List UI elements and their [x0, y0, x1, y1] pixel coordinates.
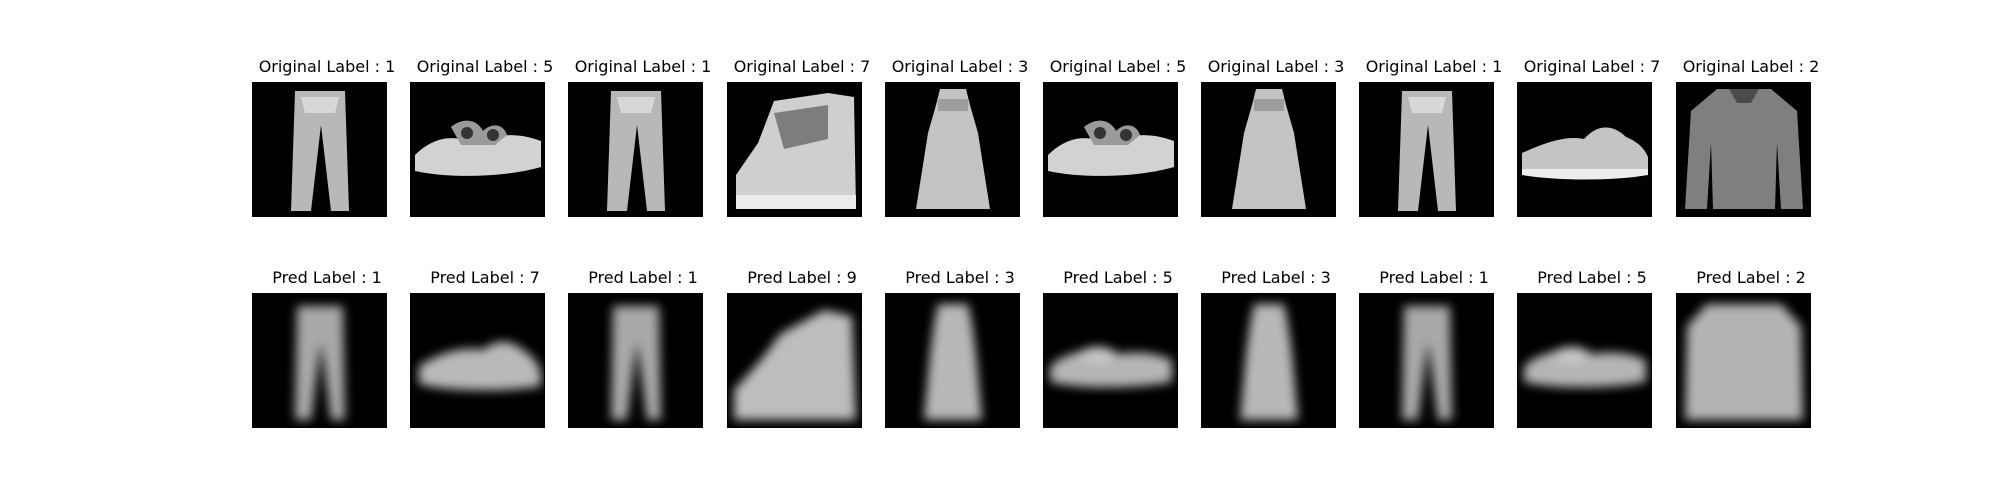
- original-label-prefix: Original Label :: [574, 57, 702, 76]
- dress-icon: [885, 82, 1020, 217]
- pred-label-prefix: Pred Label :: [1696, 268, 1796, 287]
- trouser-icon: [1359, 82, 1494, 217]
- dress-icon: [1201, 82, 1336, 217]
- pred-label-title: Pred Label : 1: [556, 268, 730, 288]
- pred-label-prefix: Pred Label :: [905, 268, 1005, 287]
- pred-label-value: 7: [529, 268, 540, 287]
- original-label-title: Original Label : 7: [715, 57, 889, 77]
- original-label-title: Original Label : 2: [1664, 57, 1838, 77]
- original-label-title: Original Label : 1: [240, 57, 414, 77]
- original-label-prefix: Original Label :: [733, 57, 861, 76]
- original-label-title: Original Label : 7: [1505, 57, 1679, 77]
- sandal-icon: [410, 82, 545, 217]
- pullover-icon: [1676, 82, 1811, 217]
- trouser-icon: [252, 82, 387, 217]
- original-label-value: 1: [385, 57, 396, 76]
- pred-label-value: 1: [371, 268, 382, 287]
- pred-label-value: 5: [1636, 268, 1647, 287]
- dress-icon: [1201, 293, 1336, 428]
- original-label-title: Original Label : 1: [1347, 57, 1521, 77]
- trouser-icon: [1359, 293, 1494, 428]
- pred-label-prefix: Pred Label :: [1537, 268, 1637, 287]
- original-label-value: 1: [701, 57, 712, 76]
- original-label-prefix: Original Label :: [891, 57, 1019, 76]
- sneaker-icon: [1517, 82, 1652, 217]
- dress-icon: [885, 293, 1020, 428]
- original-label-value: 7: [1650, 57, 1661, 76]
- pred-label-prefix: Pred Label :: [747, 268, 847, 287]
- pred-label-title: Pred Label : 7: [398, 268, 572, 288]
- pred-label-value: 9: [846, 268, 857, 287]
- original-label-prefix: Original Label :: [416, 57, 544, 76]
- pred-label-prefix: Pred Label :: [1221, 268, 1321, 287]
- original-label-prefix: Original Label :: [258, 57, 386, 76]
- pred-label-title: Pred Label : 5: [1031, 268, 1205, 288]
- original-label-title: Original Label : 1: [556, 57, 730, 77]
- original-label-prefix: Original Label :: [1207, 57, 1335, 76]
- pred-label-prefix: Pred Label :: [272, 268, 372, 287]
- original-label-value: 1: [1492, 57, 1503, 76]
- original-label-value: 2: [1809, 57, 1820, 76]
- pred-label-prefix: Pred Label :: [1379, 268, 1479, 287]
- original-label-prefix: Original Label :: [1682, 57, 1810, 76]
- original-label-title: Original Label : 3: [873, 57, 1047, 77]
- pred-label-title: Pred Label : 2: [1664, 268, 1838, 288]
- sandal-icon: [1517, 293, 1652, 428]
- boot-icon: [727, 293, 862, 428]
- boot-icon: [727, 82, 862, 217]
- sandal-icon: [1043, 82, 1178, 217]
- original-label-value: 5: [543, 57, 554, 76]
- pred-label-prefix: Pred Label :: [1063, 268, 1163, 287]
- pred-label-title: Pred Label : 1: [1347, 268, 1521, 288]
- trouser-icon: [252, 293, 387, 428]
- pred-label-title: Pred Label : 3: [873, 268, 1047, 288]
- original-label-value: 7: [860, 57, 871, 76]
- original-label-value: 3: [1018, 57, 1029, 76]
- original-label-title: Original Label : 3: [1189, 57, 1363, 77]
- trouser-icon: [568, 82, 703, 217]
- original-label-value: 5: [1176, 57, 1187, 76]
- sneaker-icon: [410, 293, 545, 428]
- original-label-title: Original Label : 5: [398, 57, 572, 77]
- pred-label-prefix: Pred Label :: [588, 268, 688, 287]
- pred-label-prefix: Pred Label :: [430, 268, 530, 287]
- original-label-prefix: Original Label :: [1049, 57, 1177, 76]
- sandal-icon: [1043, 293, 1178, 428]
- pred-label-value: 3: [1320, 268, 1331, 287]
- original-label-prefix: Original Label :: [1523, 57, 1651, 76]
- pred-label-title: Pred Label : 5: [1505, 268, 1679, 288]
- pred-label-value: 2: [1795, 268, 1806, 287]
- pred-label-title: Pred Label : 1: [240, 268, 414, 288]
- trouser-icon: [568, 293, 703, 428]
- pred-label-value: 1: [687, 268, 698, 287]
- pred-label-value: 5: [1162, 268, 1173, 287]
- original-label-prefix: Original Label :: [1365, 57, 1493, 76]
- pred-label-title: Pred Label : 9: [715, 268, 889, 288]
- original-label-title: Original Label : 5: [1031, 57, 1205, 77]
- pred-label-title: Pred Label : 3: [1189, 268, 1363, 288]
- original-label-value: 3: [1334, 57, 1345, 76]
- pullover-icon: [1676, 293, 1811, 428]
- pred-label-value: 1: [1478, 268, 1489, 287]
- pred-label-value: 3: [1004, 268, 1015, 287]
